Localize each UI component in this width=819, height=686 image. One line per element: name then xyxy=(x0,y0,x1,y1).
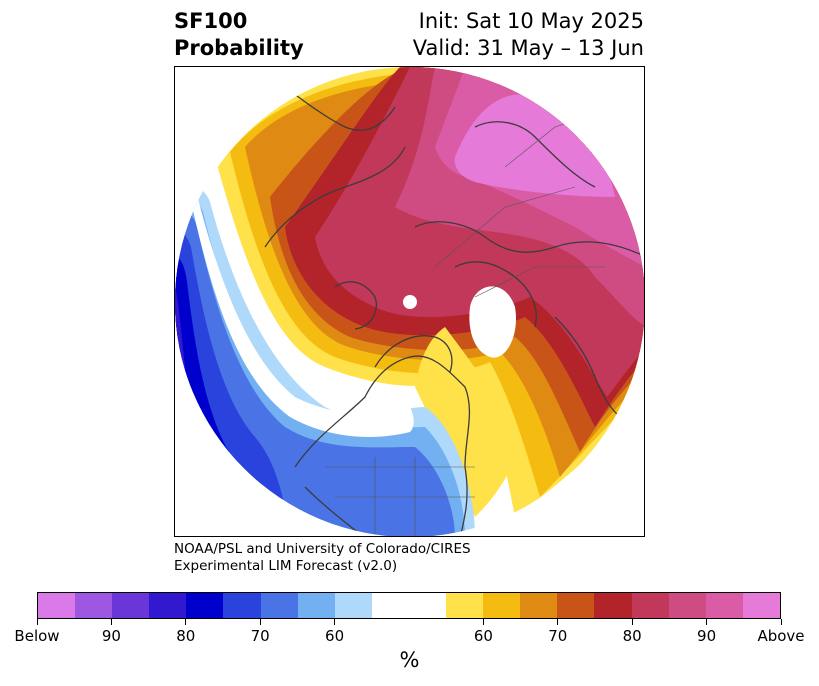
map-title: SF100 Probability xyxy=(174,8,304,62)
colorbar-segment xyxy=(446,593,484,618)
colorbar-segment xyxy=(38,593,76,618)
colorbar-tick-label: Below xyxy=(14,627,60,645)
colorbar-segment xyxy=(742,593,780,618)
colorbar-tick-label: 60 xyxy=(325,627,345,645)
colorbar-segment xyxy=(186,593,224,618)
colorbar-segment xyxy=(705,593,743,618)
colorbar-tick-label: Above xyxy=(757,627,805,645)
probability-fill xyxy=(175,67,644,536)
colorbar-tick xyxy=(780,619,782,625)
valid-period: Valid: 31 May – 13 Jun xyxy=(412,36,644,60)
probability-map xyxy=(175,67,644,536)
colorbar-segment xyxy=(297,593,335,618)
map-panel xyxy=(174,66,645,537)
forecast-dates: Init: Sat 10 May 2025 Valid: 31 May – 13… xyxy=(413,8,644,62)
credit-text: NOAA/PSL and University of Colorado/CIRE… xyxy=(174,541,471,575)
colorbar-tick xyxy=(185,619,187,625)
colorbar-segment xyxy=(483,593,521,618)
colorbar-tick-label: 80 xyxy=(176,627,196,645)
colorbar-segment xyxy=(371,593,447,618)
title-variable: SF100 xyxy=(174,9,248,33)
colorbar-tick-label: 80 xyxy=(622,627,642,645)
colorbar-ticks: Below 90 80 70 60 60 70 80 90 Above xyxy=(14,619,805,649)
colorbar-segment xyxy=(631,593,669,618)
colorbar-tick xyxy=(706,619,708,625)
credit-line-1: NOAA/PSL and University of Colorado/CIRE… xyxy=(174,541,471,557)
colorbar-tick xyxy=(482,619,484,625)
colorbar-segment xyxy=(668,593,706,618)
colorbar-tick-label: 90 xyxy=(101,627,121,645)
colorbar-segment xyxy=(334,593,372,618)
colorbar-segment xyxy=(112,593,150,618)
colorbar-tick-label: 60 xyxy=(473,627,493,645)
title-quantity: Probability xyxy=(174,36,304,60)
colorbar-tick-label: 70 xyxy=(250,627,270,645)
colorbar xyxy=(37,592,781,619)
north-pole-marker xyxy=(403,295,417,309)
colorbar-unit: % xyxy=(399,648,420,672)
colorbar-tick xyxy=(557,619,559,625)
credit-line-2: Experimental LIM Forecast (v2.0) xyxy=(174,558,398,574)
init-date: Init: Sat 10 May 2025 xyxy=(418,9,644,33)
colorbar-tick xyxy=(110,619,112,625)
colorbar-segment xyxy=(149,593,187,618)
colorbar-segment xyxy=(75,593,113,618)
colorbar-segment xyxy=(520,593,558,618)
colorbar-segment xyxy=(223,593,261,618)
colorbar-tick xyxy=(36,619,38,625)
colorbar-tick xyxy=(334,619,336,625)
colorbar-tick xyxy=(259,619,261,625)
colorbar-segment xyxy=(557,593,595,618)
colorbar-tick-label: 70 xyxy=(548,627,568,645)
colorbar-segment xyxy=(594,593,632,618)
borders xyxy=(325,106,616,536)
colorbar-tick-label: 90 xyxy=(697,627,717,645)
colorbar-segment xyxy=(260,593,298,618)
colorbar-tick xyxy=(631,619,633,625)
